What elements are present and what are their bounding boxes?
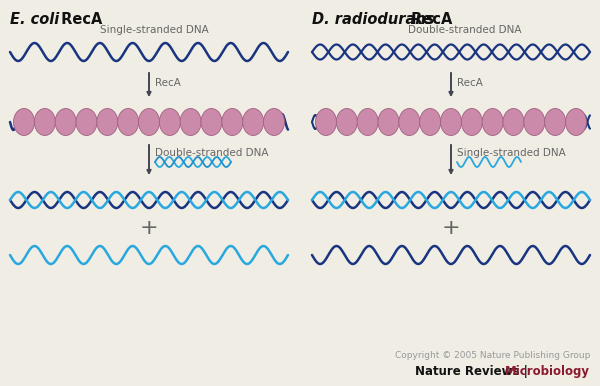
Ellipse shape (503, 108, 524, 135)
Ellipse shape (357, 108, 378, 135)
Ellipse shape (97, 108, 118, 135)
Ellipse shape (160, 108, 181, 135)
Ellipse shape (139, 108, 160, 135)
Text: Nature Reviews |: Nature Reviews | (415, 366, 532, 379)
Text: Copyright © 2005 Nature Publishing Group: Copyright © 2005 Nature Publishing Group (395, 350, 590, 359)
Text: Microbiology: Microbiology (505, 366, 590, 379)
Text: Double-stranded DNA: Double-stranded DNA (407, 25, 521, 35)
Ellipse shape (242, 108, 263, 135)
Text: RecA: RecA (56, 12, 103, 27)
Ellipse shape (566, 108, 587, 135)
Ellipse shape (263, 108, 284, 135)
Text: RecA: RecA (406, 12, 452, 27)
Ellipse shape (180, 108, 201, 135)
Ellipse shape (118, 108, 139, 135)
Ellipse shape (337, 108, 358, 135)
Ellipse shape (419, 108, 440, 135)
Ellipse shape (76, 108, 97, 135)
Ellipse shape (545, 108, 566, 135)
Text: E. coli: E. coli (10, 12, 59, 27)
Ellipse shape (440, 108, 461, 135)
Text: Double-stranded DNA: Double-stranded DNA (155, 148, 269, 158)
Ellipse shape (482, 108, 503, 135)
Ellipse shape (316, 108, 337, 135)
Ellipse shape (399, 108, 420, 135)
Ellipse shape (55, 108, 76, 135)
Text: Single-stranded DNA: Single-stranded DNA (457, 148, 566, 158)
Ellipse shape (34, 108, 55, 135)
Ellipse shape (524, 108, 545, 135)
Text: Single-stranded DNA: Single-stranded DNA (100, 25, 209, 35)
Ellipse shape (14, 108, 35, 135)
Text: +: + (442, 218, 460, 238)
Text: +: + (140, 218, 158, 238)
Text: RecA: RecA (155, 78, 181, 88)
Ellipse shape (378, 108, 399, 135)
Text: D. radiodurans: D. radiodurans (312, 12, 434, 27)
Ellipse shape (201, 108, 222, 135)
Text: RecA: RecA (457, 78, 483, 88)
Ellipse shape (461, 108, 482, 135)
Ellipse shape (222, 108, 243, 135)
